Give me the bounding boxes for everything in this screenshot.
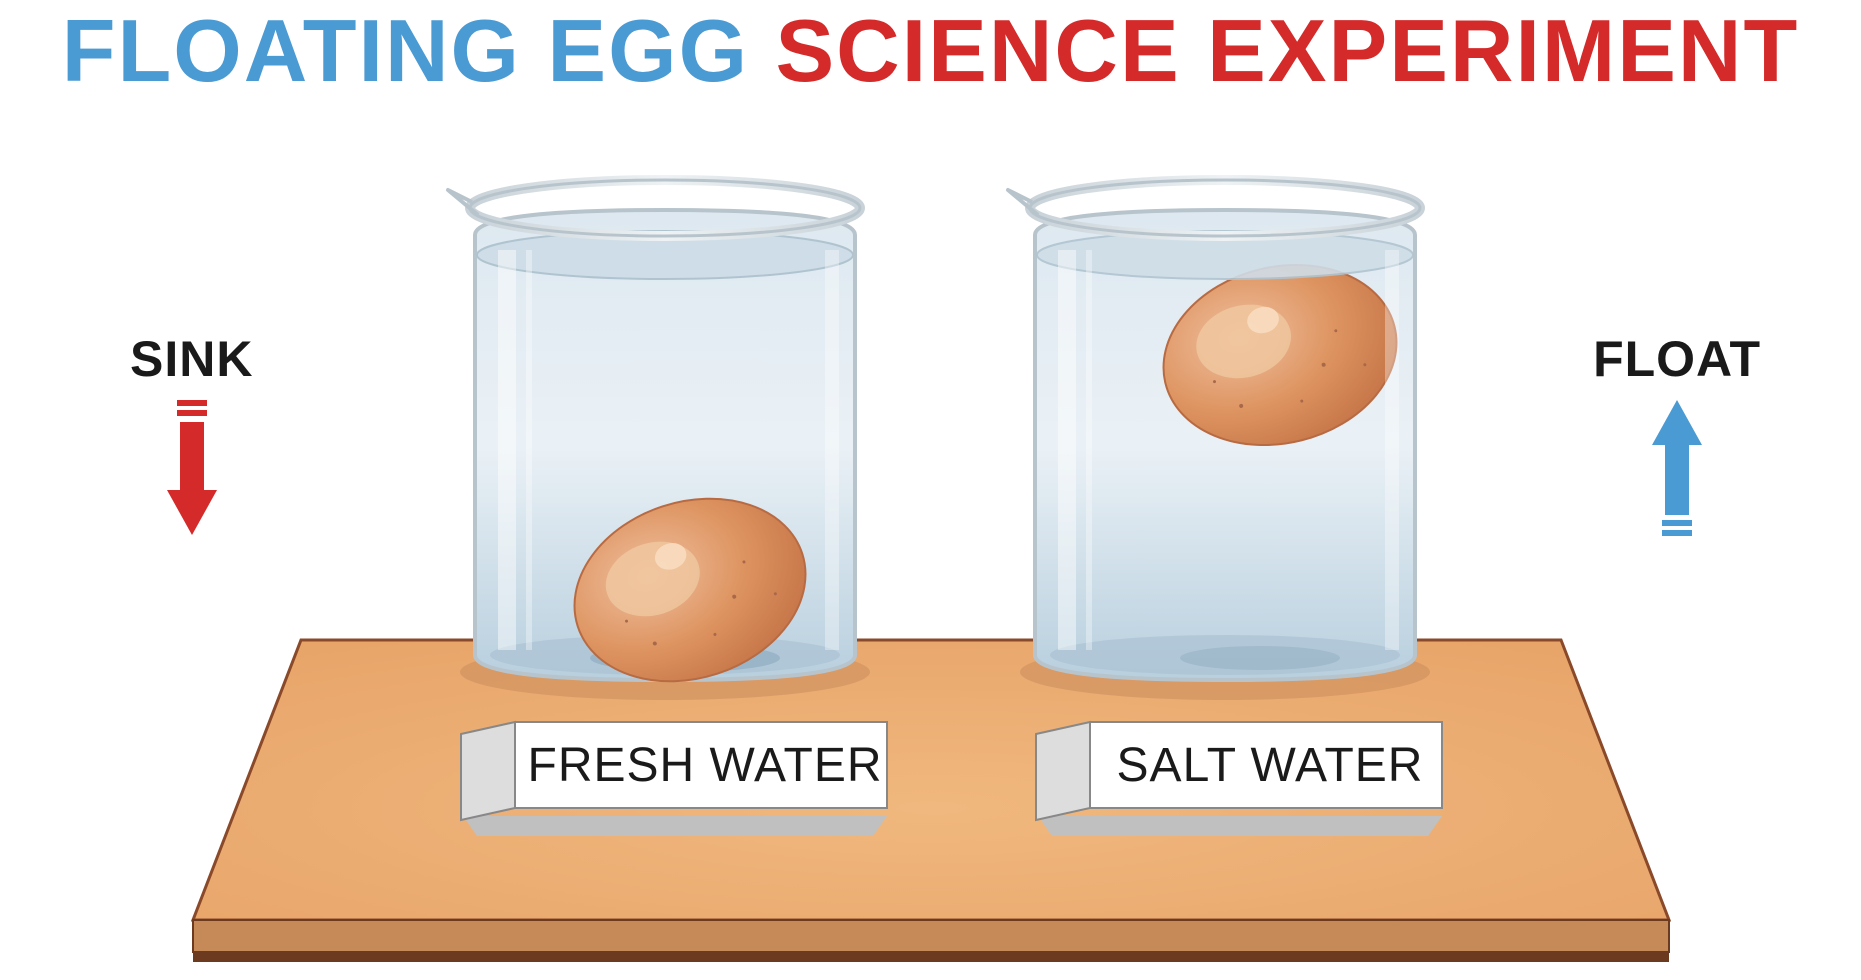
sink-label-group: SINK <box>130 330 253 540</box>
sink-label-text: SINK <box>130 330 253 388</box>
beaker-fresh-water <box>430 160 900 720</box>
float-label-group: FLOAT <box>1593 330 1761 540</box>
float-label-text: FLOAT <box>1593 330 1761 388</box>
card-fresh-water-label: FRESH WATER <box>525 738 885 793</box>
title-part-1: FLOATING EGG <box>62 1 776 100</box>
page-title: FLOATING EGG SCIENCE EXPERIMENT <box>0 0 1861 102</box>
diagram-stage: SINK FLOAT <box>0 130 1861 980</box>
beaker-fresh-svg <box>430 160 900 720</box>
sink-arrow-icon <box>162 400 222 540</box>
card-salt-water-label: SALT WATER <box>1100 738 1440 793</box>
beaker-salt-water <box>990 160 1460 720</box>
title-part-2: SCIENCE EXPERIMENT <box>775 1 1799 100</box>
beaker-salt-svg <box>990 160 1460 720</box>
float-arrow-icon <box>1647 400 1707 540</box>
